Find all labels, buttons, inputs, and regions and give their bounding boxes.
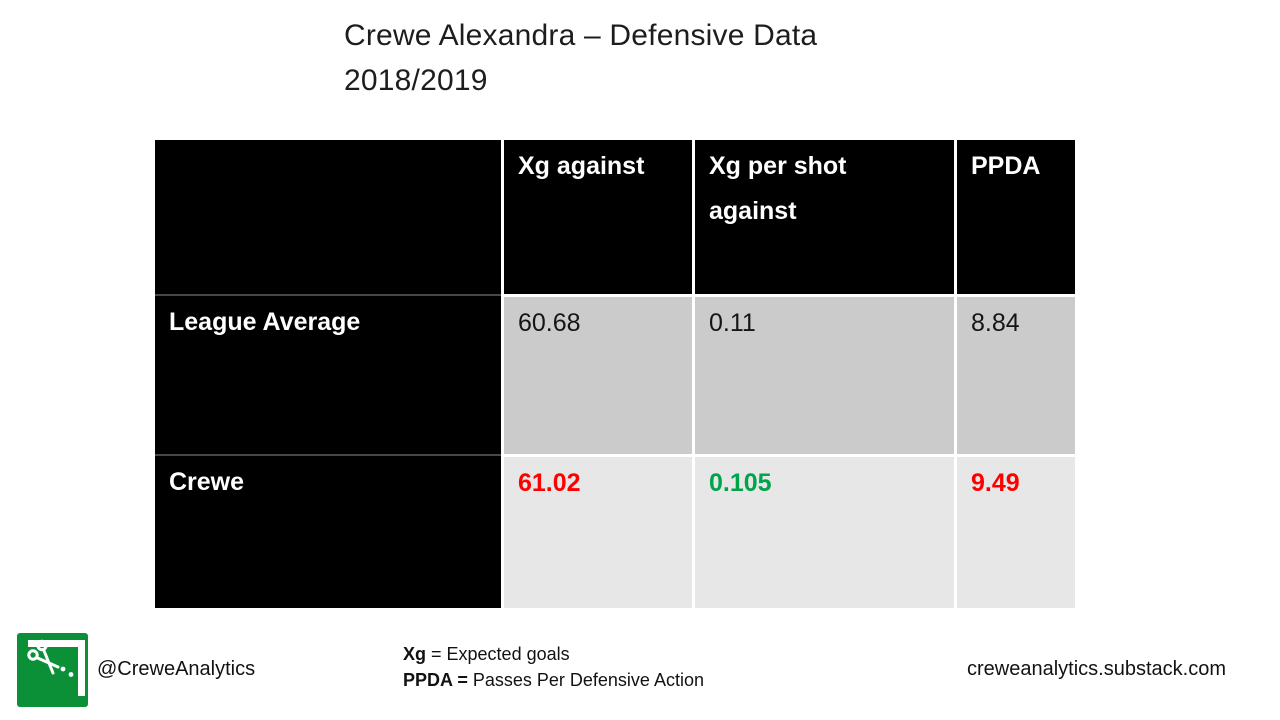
cell-league-xg-against: 60.68 <box>501 294 692 454</box>
header-xg-against: Xg against <box>501 140 692 294</box>
crewe-analytics-logo <box>17 633 88 707</box>
page-title: Crewe Alexandra – Defensive Data 2018/20… <box>344 13 817 103</box>
legend-ppda-term: PPDA = <box>403 670 468 690</box>
legend-line-ppda: PPDA = Passes Per Defensive Action <box>403 667 704 693</box>
cell-league-xg-per-shot: 0.11 <box>692 294 954 454</box>
header-ppda-label: PPDA <box>971 152 1041 180</box>
row-label-league-average: League Average <box>155 294 501 454</box>
cell-league-ppda: 8.84 <box>954 294 1075 454</box>
substack-url: creweanalytics.substack.com <box>967 658 1226 680</box>
legend-ppda-definition: Passes Per Defensive Action <box>467 670 704 690</box>
scissors-goal-icon <box>27 639 85 696</box>
cell-crewe-xg-per-shot: 0.105 <box>692 454 954 608</box>
table-header-row: Xg against Xg per shot against PPDA <box>155 140 1075 294</box>
cell-crewe-xg-against: 61.02 <box>501 454 692 608</box>
defensive-data-table: Xg against Xg per shot against PPDA Leag… <box>155 140 1075 608</box>
header-empty-cell <box>155 140 501 294</box>
abbreviation-legend: Xg = Expected goals PPDA = Passes Per De… <box>403 641 704 693</box>
page-title-line2: 2018/2019 <box>344 64 488 97</box>
header-xg-per-shot-against-label: Xg per shot against <box>709 152 847 225</box>
legend-xg-definition: = Expected goals <box>426 644 570 664</box>
header-ppda: PPDA <box>954 140 1075 294</box>
header-xg-per-shot-against: Xg per shot against <box>692 140 954 294</box>
row-label-crewe: Crewe <box>155 454 501 608</box>
legend-line-xg: Xg = Expected goals <box>403 641 704 667</box>
header-xg-against-label: Xg against <box>518 152 645 180</box>
twitter-handle: @CreweAnalytics <box>97 658 256 680</box>
cell-crewe-ppda: 9.49 <box>954 454 1075 608</box>
table-row-league-average: League Average 60.68 0.11 8.84 <box>155 294 1075 454</box>
legend-xg-term: Xg <box>403 644 427 664</box>
table-row-crewe: Crewe 61.02 0.105 9.49 <box>155 454 1075 608</box>
page-title-line1: Crewe Alexandra – Defensive Data <box>344 19 818 52</box>
